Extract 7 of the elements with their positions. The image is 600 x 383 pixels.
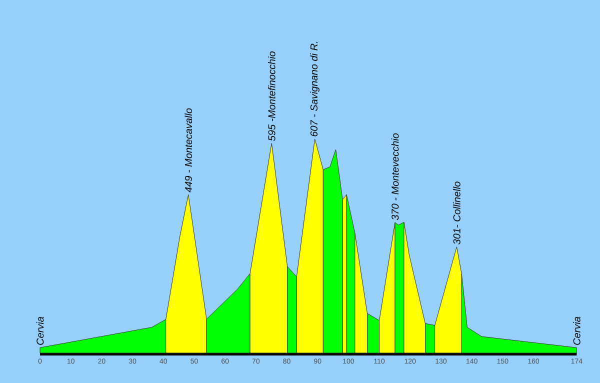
annotation: 449 - Montecavallo <box>184 108 192 192</box>
annotation: 370 - Montevecchio <box>391 133 399 220</box>
annotation: 301- Collinello <box>453 182 460 244</box>
annotation: Cervia <box>36 316 44 345</box>
annotation: 607 - Savignano di R. <box>310 42 320 136</box>
annotation: 595 -Montefinocchio <box>268 51 276 141</box>
annotation: Cervia <box>573 316 580 345</box>
